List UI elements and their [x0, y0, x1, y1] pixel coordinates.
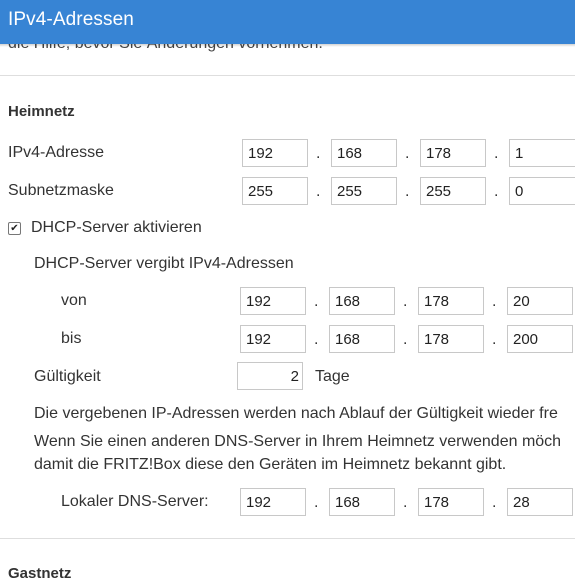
- subnet-mask-label: Subnetzmaske: [8, 182, 114, 199]
- subnet-octet-4-input[interactable]: 0: [509, 177, 575, 205]
- octet-separator: .: [492, 331, 497, 348]
- octet-separator: .: [403, 494, 408, 511]
- octet-separator: .: [405, 145, 410, 162]
- octet-separator: .: [314, 331, 319, 348]
- divider: [0, 75, 575, 76]
- subnet-octet-2-input[interactable]: 255: [331, 177, 397, 205]
- subnet-octet-1-input[interactable]: 255: [242, 177, 308, 205]
- octet-separator: .: [492, 293, 497, 310]
- range-to-octet-3-input[interactable]: 178: [418, 325, 484, 353]
- range-from-label: von: [61, 292, 87, 309]
- ipv4-octet-4-input[interactable]: 1: [509, 139, 575, 167]
- validity-unit: Tage: [315, 368, 350, 385]
- subnet-octet-3-input[interactable]: 255: [420, 177, 486, 205]
- dns-octet-4-input[interactable]: 28: [507, 488, 573, 516]
- page-title: IPv4-Adressen: [8, 9, 134, 30]
- range-to-octet-2-input[interactable]: 168: [329, 325, 395, 353]
- dns-octet-3-input[interactable]: 178: [418, 488, 484, 516]
- title-bar: IPv4-Adressen: [0, 0, 575, 44]
- octet-separator: .: [494, 183, 499, 200]
- octet-separator: .: [492, 494, 497, 511]
- octet-separator: .: [316, 145, 321, 162]
- dhcp-server-checkbox[interactable]: ✔: [8, 222, 21, 235]
- range-from-octet-3-input[interactable]: 178: [418, 287, 484, 315]
- octet-separator: .: [314, 293, 319, 310]
- dns-octet-2-input[interactable]: 168: [329, 488, 395, 516]
- heimnetz-heading: Heimnetz: [8, 103, 75, 120]
- range-from-octet-2-input[interactable]: 168: [329, 287, 395, 315]
- ipv4-octet-1-input[interactable]: 192: [242, 139, 308, 167]
- validity-input[interactable]: 2: [237, 362, 303, 390]
- dns-octet-1-input[interactable]: 192: [240, 488, 306, 516]
- ipv4-octet-3-input[interactable]: 178: [420, 139, 486, 167]
- gastnetz-heading: Gastnetz: [8, 565, 72, 582]
- dns-info-text-line-1: Wenn Sie einen anderen DNS-Server in Ihr…: [34, 433, 562, 450]
- ipv4-octet-2-input[interactable]: 168: [331, 139, 397, 167]
- range-to-octet-4-input[interactable]: 200: [507, 325, 573, 353]
- validity-info-text: Die vergebenen IP-Adressen werden nach A…: [34, 405, 558, 422]
- dhcp-range-label: DHCP-Server vergibt IPv4-Adressen: [34, 255, 294, 272]
- octet-separator: .: [403, 293, 408, 310]
- octet-separator: .: [494, 145, 499, 162]
- validity-label: Gültigkeit: [34, 368, 101, 385]
- divider: [0, 538, 575, 539]
- dhcp-server-checkbox-label[interactable]: DHCP-Server aktivieren: [31, 219, 202, 236]
- octet-separator: .: [405, 183, 410, 200]
- range-to-octet-1-input[interactable]: 192: [240, 325, 306, 353]
- octet-separator: .: [314, 494, 319, 511]
- ipv4-address-label: IPv4-Adresse: [8, 144, 105, 161]
- local-dns-server-label: Lokaler DNS-Server:: [61, 493, 209, 510]
- octet-separator: .: [316, 183, 321, 200]
- range-to-label: bis: [61, 330, 82, 347]
- range-from-octet-4-input[interactable]: 20: [507, 287, 573, 315]
- dns-info-text-line-2: damit die FRITZ!Box diese den Geräten im…: [34, 456, 507, 473]
- range-from-octet-1-input[interactable]: 192: [240, 287, 306, 315]
- title-bar-shadow: [0, 44, 575, 47]
- octet-separator: .: [403, 331, 408, 348]
